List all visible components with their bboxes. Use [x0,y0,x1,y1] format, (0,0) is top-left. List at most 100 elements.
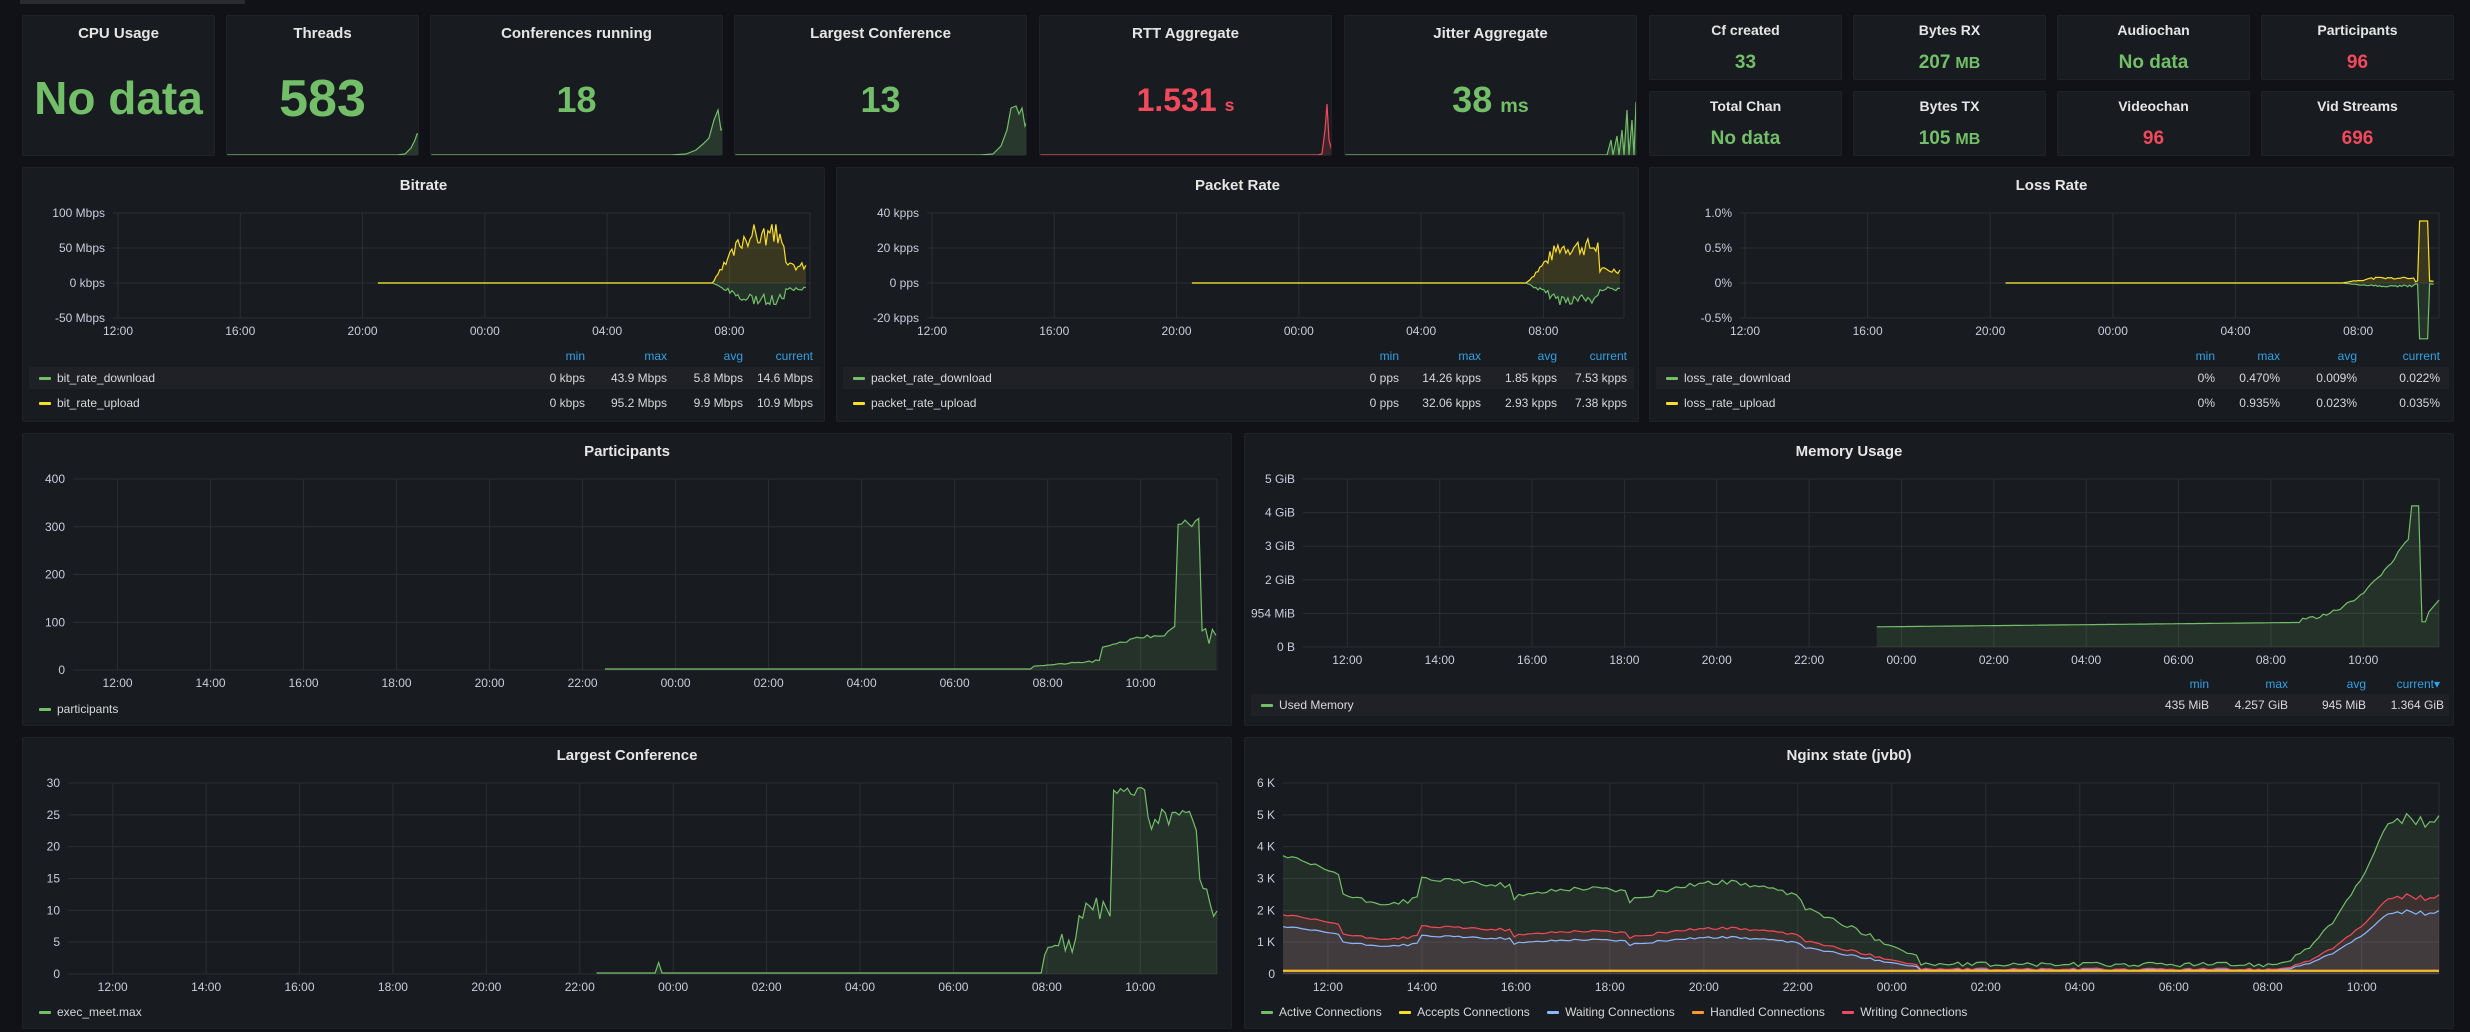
x-tick-label: 04:00 [592,324,622,338]
y-tick-label: 10 [47,903,61,917]
legend-name: Used Memory [1279,698,1354,712]
legend-min: 0 kbps [549,396,585,410]
bytes-rx-panel[interactable]: Bytes RX 207 MB [1853,15,2046,80]
writing-line [1282,893,2440,971]
x-tick-label: 06:00 [2159,980,2189,994]
legend-header: min max avg current▾ [1245,677,2453,693]
x-tick-label: 14:00 [1425,653,1455,667]
legend-row-used-memory[interactable]: Used Memory 435 MiB 4.257 GiB 945 MiB 1.… [1251,694,2449,716]
x-tick-label: 14:00 [196,676,226,690]
y-tick-label: 40 kpps [877,206,919,220]
legend-avg: 945 MiB [2321,698,2366,712]
legend-current: 0.035% [2399,396,2440,410]
legend-row-upload[interactable]: packet_rate_upload 0 pps 32.06 kpps 2.93… [843,392,1634,414]
x-tick-label: 00:00 [470,324,500,338]
nginx-state-graph[interactable]: 6 K 5 K 4 K 3 K 2 K 1 K 0 12:00 14:00 16:00 18:00 2… [1245,738,2454,1008]
videochan-panel[interactable]: Videochan 96 [2057,91,2250,156]
legend-header-min: min [565,349,585,363]
series-swatch [1261,1011,1273,1015]
x-tick-label: 16:00 [285,980,315,994]
x-tick-label: 22:00 [1783,980,1813,994]
legend-row-upload[interactable]: bit_rate_upload 0 kbps 95.2 Mbps 9.9 Mbp… [29,392,820,414]
y-tick-label: 400 [45,472,65,486]
y-tick-label: 4 GiB [1265,506,1295,520]
y-tick-label: 15 [47,872,61,886]
y-tick-label: 30 [47,776,61,790]
legend-avg: 0.009% [2316,371,2357,385]
packet-rate-panel[interactable]: Packet Rate 40 kpps 20 kpps 0 pps -20 kpps 1… [836,167,1639,422]
audiochan-panel[interactable]: Audiochan No data [2057,15,2250,80]
legend-row-upload[interactable]: loss_rate_upload 0% 0.935% 0.023% 0.035% [1656,392,2449,414]
stat-number: 38 [1452,79,1493,120]
legend-item-accepts[interactable]: Accepts Connections [1399,1005,1530,1019]
legend-row-download[interactable]: loss_rate_download 0% 0.470% 0.009% 0.02… [1656,367,2449,389]
jitter-aggregate-panel[interactable]: Jitter Aggregate 38 ms [1344,15,1637,156]
legend-item-handled[interactable]: Handled Connections [1692,1005,1825,1019]
loss-rate-panel[interactable]: Loss Rate 1.0% 0.5% 0% -0.5% 12:00 16:00 20:00… [1649,167,2454,422]
total-chan-panel[interactable]: Total Chan No data [1649,91,1842,156]
y-tick-label: 3 K [1257,872,1275,886]
loss-rate-graph[interactable]: 1.0% 0.5% 0% -0.5%12:00 16:00 20:00 00:00 04:00… [1650,168,2454,343]
x-tick-label: 08:00 [1528,324,1558,338]
threads-panel[interactable]: Threads 583 [226,15,419,156]
legend-min: 0 pps [1369,396,1399,410]
participants-graph[interactable]: 400 300 200 100 0 12:00 14:00 16:00 18:00 20:00 22… [23,434,1232,704]
x-tick-label: 00:00 [1877,980,1907,994]
legend-item-active[interactable]: Active Connections [1261,1005,1382,1019]
rtt-aggregate-panel[interactable]: RTT Aggregate 1.531 s [1039,15,1332,156]
stat-value: 38 ms [1345,79,1636,121]
largest-conference-graph-panel[interactable]: Largest Conference 30 25 20 15 10 5 0 12:00 14:0… [22,737,1232,1029]
legend-item[interactable]: exec_meet.max [39,1005,142,1019]
y-tick-label: 100 Mbps [52,206,105,220]
panel-title: Bytes TX [1919,98,1980,114]
bitrate-panel[interactable]: Bitrate 100 Mbps 50 Mbps 0 kbps -50 Mbps 12:… [22,167,825,422]
sparkline [431,107,722,155]
legend-row-download[interactable]: packet_rate_download 0 pps 14.26 kpps 1.… [843,367,1634,389]
legend-header-max: max [2257,349,2280,363]
y-tick-label: 0 [1268,967,1275,981]
bytes-tx-panel[interactable]: Bytes TX 105 MB [1853,91,2046,156]
cpu-usage-panel[interactable]: CPU Usage No data [22,15,215,156]
conferences-running-panel[interactable]: Conferences running 18 [430,15,723,156]
memory-usage-graph[interactable]: 5 GiB 4 GiB 3 GiB 2 GiB 954 MiB 0 B 12:00 14:00… [1245,434,2454,679]
y-tick-label: 0 pps [890,276,919,290]
download-area [377,283,806,305]
legend-item[interactable]: participants [39,702,118,716]
x-tick-label: 04:00 [2065,980,2095,994]
series-swatch [853,402,865,405]
largest-conference-stat-panel[interactable]: Largest Conference 13 [734,15,1027,156]
y-tick-label: 5 GiB [1265,472,1295,486]
largest-conference-graph[interactable]: 30 25 20 15 10 5 0 12:00 14:00 16:00 18:00 20:00 22:… [23,738,1232,1008]
participants-graph-panel[interactable]: Participants 400 300 200 100 0 12:00 14:00 16:0… [22,433,1232,726]
x-tick-label: 10:00 [1126,676,1156,690]
y-tick-label: 6 K [1257,776,1275,790]
panel-title: Videochan [2118,98,2189,114]
y-tick-label: 0.5% [1705,241,1733,255]
legend-name: Waiting Connections [1565,1005,1675,1019]
vid-streams-panel[interactable]: Vid Streams 696 [2261,91,2454,156]
series-swatch [1261,704,1273,707]
legend-header: min max avg current [837,349,1638,365]
legend-item-writing[interactable]: Writing Connections [1842,1005,1967,1019]
series-swatch [1842,1011,1855,1015]
y-tick-label: -0.5% [1701,311,1733,325]
legend-row-download[interactable]: bit_rate_download 0 kbps 43.9 Mbps 5.8 M… [29,367,820,389]
legend-name: Writing Connections [1860,1005,1968,1019]
top-bar [0,0,2470,10]
x-tick-label: 16:00 [1501,980,1531,994]
legend-item-waiting[interactable]: Waiting Connections [1547,1005,1675,1019]
x-tick-label: 12:00 [917,324,947,338]
cf-created-panel[interactable]: Cf created 33 [1649,15,1842,80]
series-swatch [1692,1011,1705,1015]
participants-stat-panel[interactable]: Participants 96 [2261,15,2454,80]
legend-header-current[interactable]: current▾ [2396,677,2440,691]
series-swatch [1547,1011,1560,1015]
top-tab-stub[interactable] [20,0,245,4]
legend-name: Accepts Connections [1417,1005,1530,1019]
nginx-state-panel[interactable]: Nginx state (jvb0) 6 K 5 K 4 K 3 K 2 K 1 K 0 12… [1244,737,2454,1029]
x-tick-label: 20:00 [348,324,378,338]
memory-usage-panel[interactable]: Memory Usage 5 GiB 4 GiB 3 GiB 2 GiB 954 MiB… [1244,433,2454,726]
legend-avg: 2.93 kpps [1504,396,1557,410]
